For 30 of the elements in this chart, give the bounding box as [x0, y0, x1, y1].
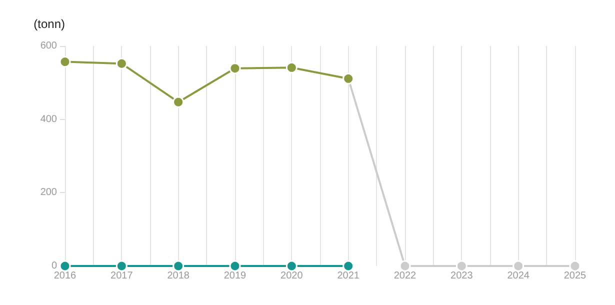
x-tick-label: 2021	[337, 270, 360, 282]
point	[342, 260, 354, 272]
point	[116, 260, 128, 272]
point	[172, 96, 184, 108]
y-tick-label: 400	[40, 114, 58, 125]
x-tick-label: 2017	[110, 270, 134, 282]
y-tick-label: 0	[51, 260, 58, 272]
point	[172, 260, 184, 272]
point	[286, 62, 298, 74]
x-tick-label: 2019	[224, 270, 247, 282]
point	[399, 260, 411, 272]
point	[59, 56, 71, 68]
x-tick-label: 2016	[54, 270, 77, 282]
x-tick-label: 2022	[394, 270, 417, 282]
point	[229, 260, 241, 272]
point	[59, 260, 71, 272]
x-tick-label: 2023	[450, 270, 474, 282]
point	[229, 62, 241, 74]
y-tick-label: 200	[40, 187, 58, 198]
point	[286, 260, 298, 272]
y-axis-title: (tonn)	[34, 17, 65, 31]
x-tick-label: 2025	[564, 270, 587, 282]
point	[456, 260, 468, 272]
x-tick-label: 2020	[280, 270, 304, 282]
point	[512, 260, 524, 272]
x-tick-label: 2018	[167, 270, 190, 282]
point	[569, 260, 581, 272]
y-tick-label: 600	[40, 40, 58, 52]
x-tick-label: 2024	[507, 270, 530, 282]
point	[116, 58, 128, 70]
